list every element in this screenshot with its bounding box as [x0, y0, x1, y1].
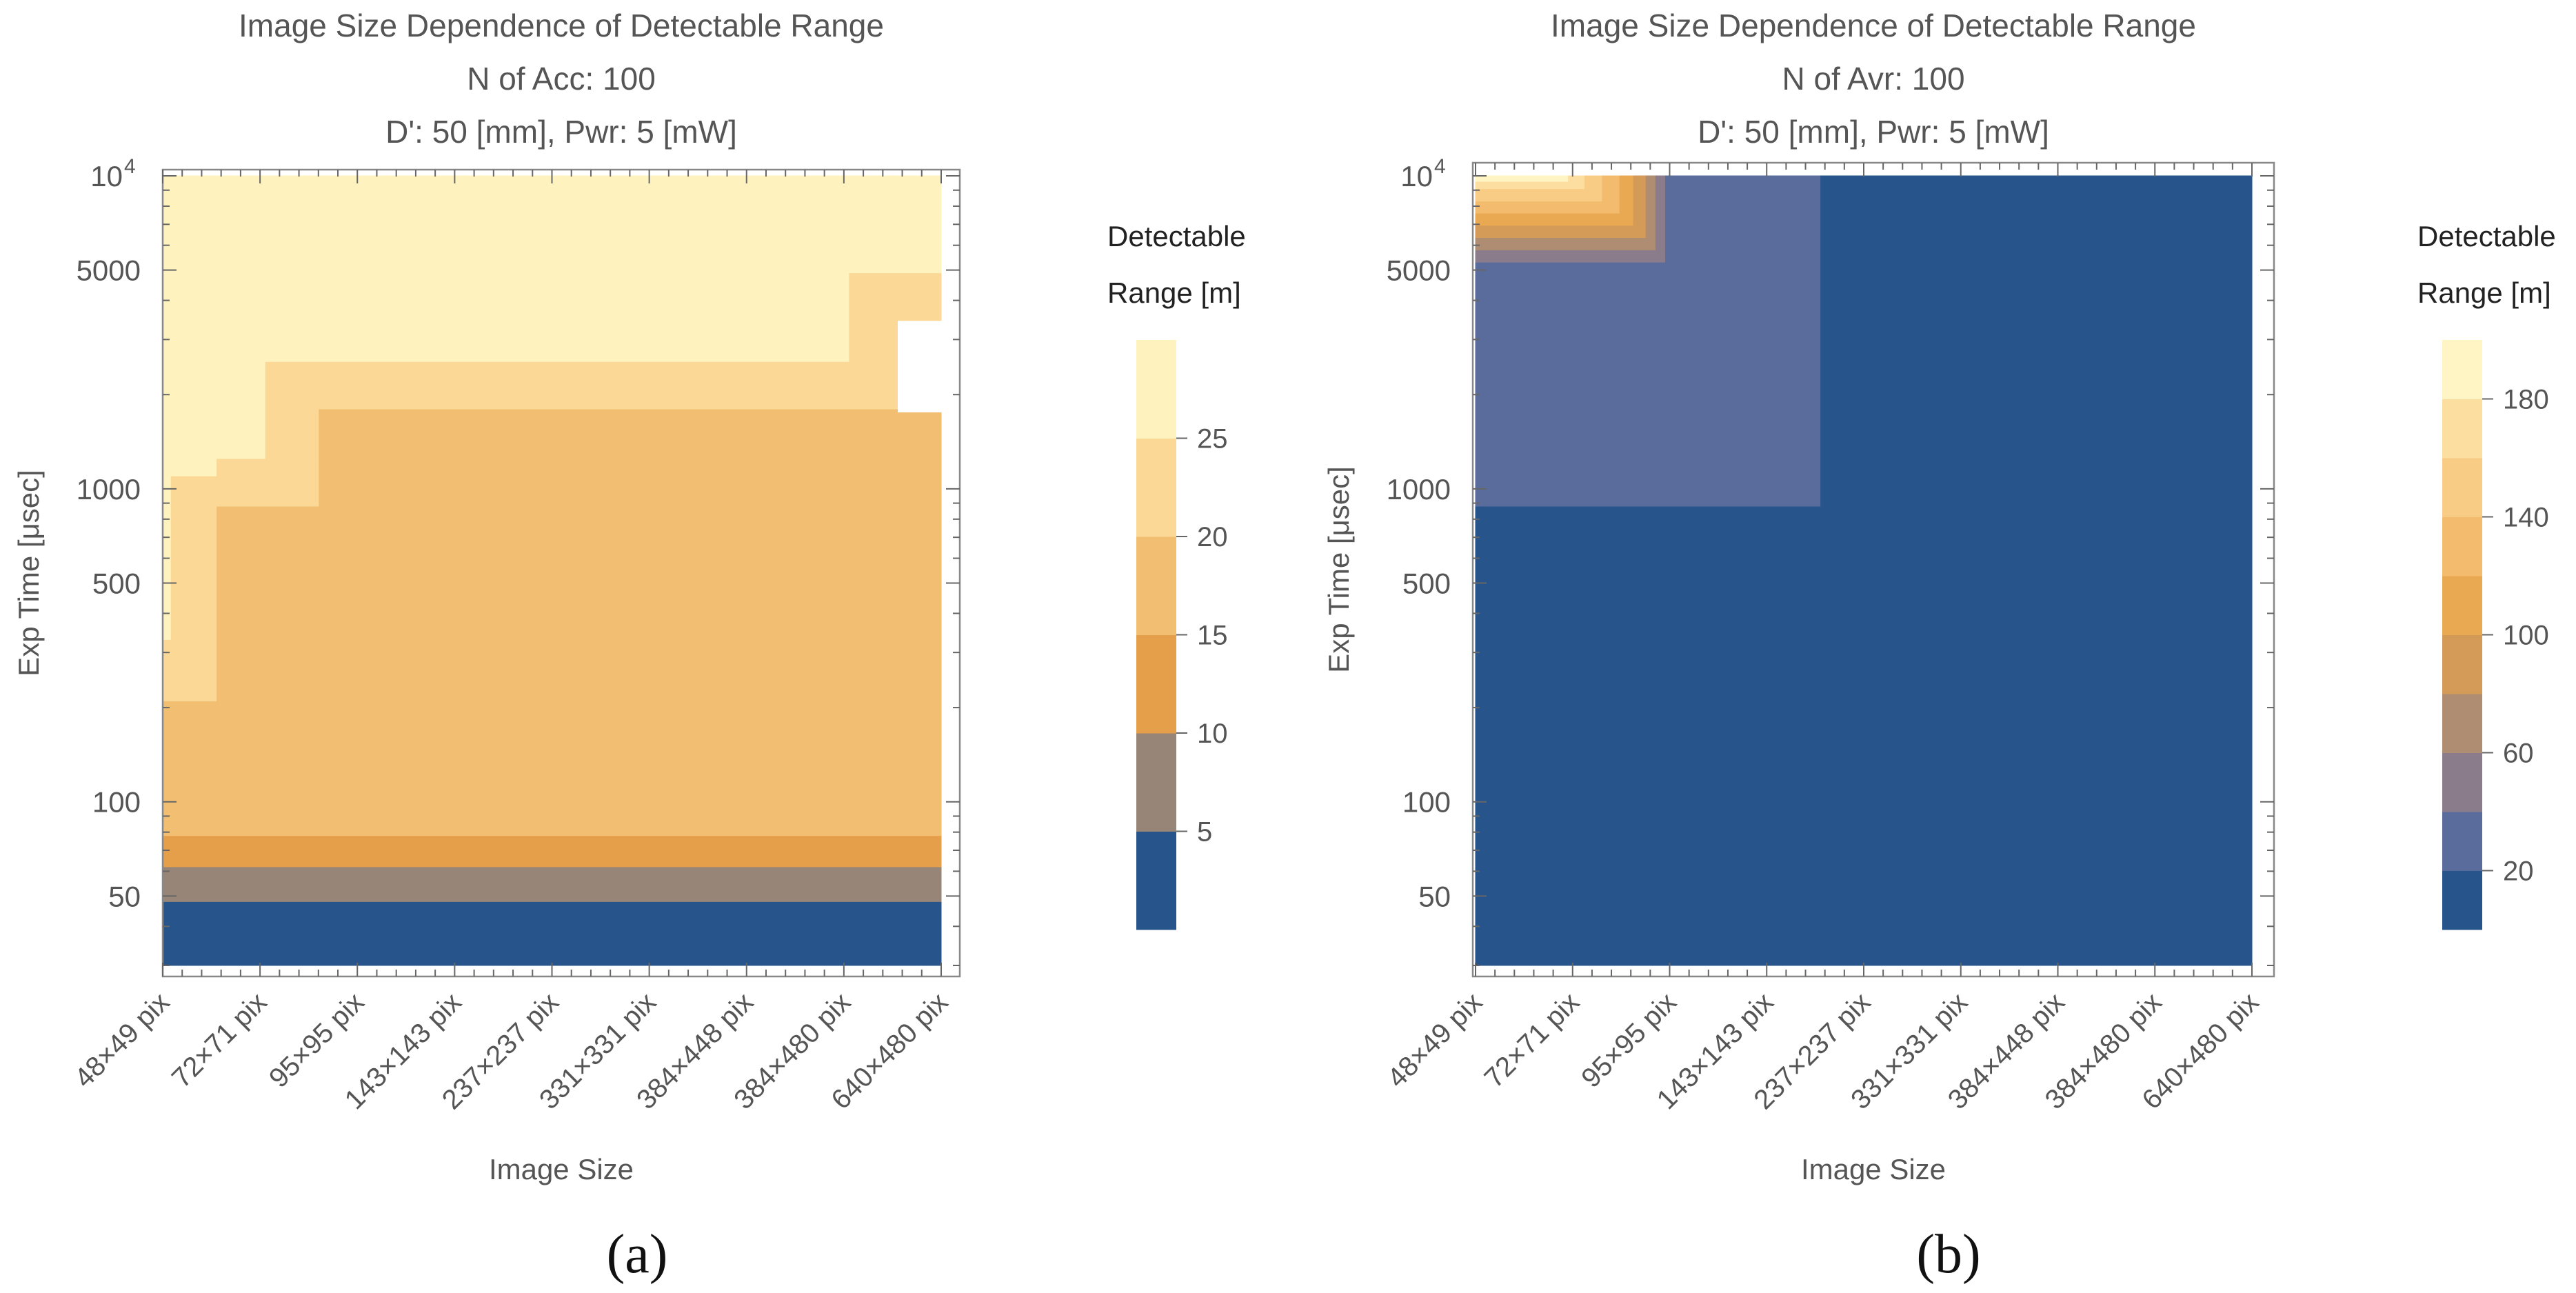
x-tick-label: 72×71 pix: [1479, 987, 1586, 1094]
y-tick-label: 100: [1402, 786, 1451, 819]
legend-tick-label: 5: [1197, 817, 1212, 848]
legend-swatch: [1136, 733, 1176, 832]
y-tick-label: 10: [1400, 160, 1433, 192]
legend-title: Detectable: [1107, 220, 1246, 252]
legend-swatch: [2442, 340, 2482, 399]
legend-swatch: [1136, 831, 1176, 930]
chart-panel-a: Image Size Dependence of Detectable Rang…: [12, 8, 1246, 1285]
y-tick-label: 50: [108, 880, 141, 912]
legend-swatch: [2442, 634, 2482, 694]
chart-subtitle: N of Avr: 100: [1782, 61, 1964, 97]
contour-region-level-1: [162, 866, 942, 902]
y-tick-label: 100: [92, 786, 141, 819]
legend: Detectable Range [m] 5 10 15 20 25: [1107, 220, 1246, 930]
chart-subtitle: D': 50 [mm], Pwr: 5 [mW]: [1698, 114, 2049, 150]
legend-swatch: [2442, 752, 2482, 812]
legend-tick-label: 100: [2503, 621, 2549, 651]
chart-title: Image Size Dependence of Detectable Rang…: [1551, 8, 2196, 43]
x-tick-label: 48×49 pix: [1382, 987, 1489, 1094]
panel-label: (a): [607, 1224, 668, 1285]
legend-title: Detectable: [2417, 220, 2556, 252]
legend-swatch: [2442, 812, 2482, 871]
legend-tick-label: 20: [2503, 856, 2534, 887]
x-tick-label: 72×71 pix: [166, 987, 273, 1094]
y-axis-label: Exp Time [μsec]: [1322, 466, 1355, 673]
chart-subtitle: N of Acc: 100: [467, 61, 656, 97]
legend-tick-label: 60: [2503, 739, 2534, 769]
legend-swatch: [1136, 537, 1176, 635]
legend-tick-label: 140: [2503, 503, 2549, 533]
legend-swatch: [2442, 870, 2482, 930]
legend-tick-label: 15: [1197, 621, 1228, 651]
x-tick-label: 95×95 pix: [263, 987, 370, 1094]
legend-swatch: [2442, 694, 2482, 753]
x-axis-label: Image Size: [489, 1153, 634, 1185]
panel-label: (b): [1916, 1224, 1980, 1285]
y-tick-label: 1000: [77, 473, 141, 505]
chart-title: Image Size Dependence of Detectable Rang…: [239, 8, 884, 43]
legend-tick-label: 20: [1197, 522, 1228, 552]
legend-swatch: [2442, 399, 2482, 459]
x-tick-label: 48×49 pix: [69, 987, 176, 1094]
y-tick-exponent: 4: [1434, 155, 1446, 178]
y-tick-label: 5000: [77, 254, 141, 287]
contour-region-level-2: [162, 835, 942, 868]
y-axis-label: Exp Time [μsec]: [12, 470, 45, 676]
plot-frame: [161, 168, 961, 978]
legend-title: Range [m]: [1107, 277, 1241, 309]
contour-region-level-9: [1475, 175, 1569, 182]
legend-swatch: [2442, 517, 2482, 577]
legend-tick-label: 10: [1197, 719, 1228, 749]
chart-subtitle: D': 50 [mm], Pwr: 5 [mW]: [385, 114, 737, 150]
legend-swatch: [2442, 576, 2482, 635]
x-axis-label: Image Size: [1801, 1153, 1946, 1185]
y-tick-label: 500: [92, 567, 141, 599]
legend-title: Range [m]: [2417, 277, 2551, 309]
legend-swatch: [1136, 340, 1176, 439]
x-tick-label: 95×95 pix: [1576, 987, 1682, 1094]
contour-region-level-0: [162, 901, 942, 966]
y-tick-label: 5000: [1387, 254, 1451, 287]
y-tick-exponent: 4: [124, 155, 136, 178]
y-tick-label: 50: [1418, 880, 1451, 912]
legend-swatch: [1136, 634, 1176, 734]
plot-frame: [1471, 161, 2275, 978]
legend-tick-label: 25: [1197, 424, 1228, 454]
y-tick-label: 500: [1402, 567, 1451, 599]
legend-swatch: [2442, 458, 2482, 517]
legend-swatch: [1136, 438, 1176, 537]
legend-tick-label: 180: [2503, 385, 2549, 415]
y-tick-label: 10: [90, 160, 123, 192]
legend: Detectable Range [m] 20 60 100 140 180: [2417, 220, 2556, 930]
chart-panel-b: Image Size Dependence of Detectable Rang…: [1322, 8, 2556, 1285]
y-tick-label: 1000: [1387, 473, 1451, 505]
